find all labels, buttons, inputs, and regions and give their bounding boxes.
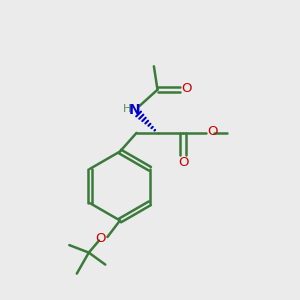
Text: H: H xyxy=(123,104,131,114)
Text: O: O xyxy=(95,232,106,245)
Text: N: N xyxy=(129,103,140,116)
Text: O: O xyxy=(178,155,189,169)
Text: O: O xyxy=(207,125,217,138)
Text: O: O xyxy=(181,82,192,95)
